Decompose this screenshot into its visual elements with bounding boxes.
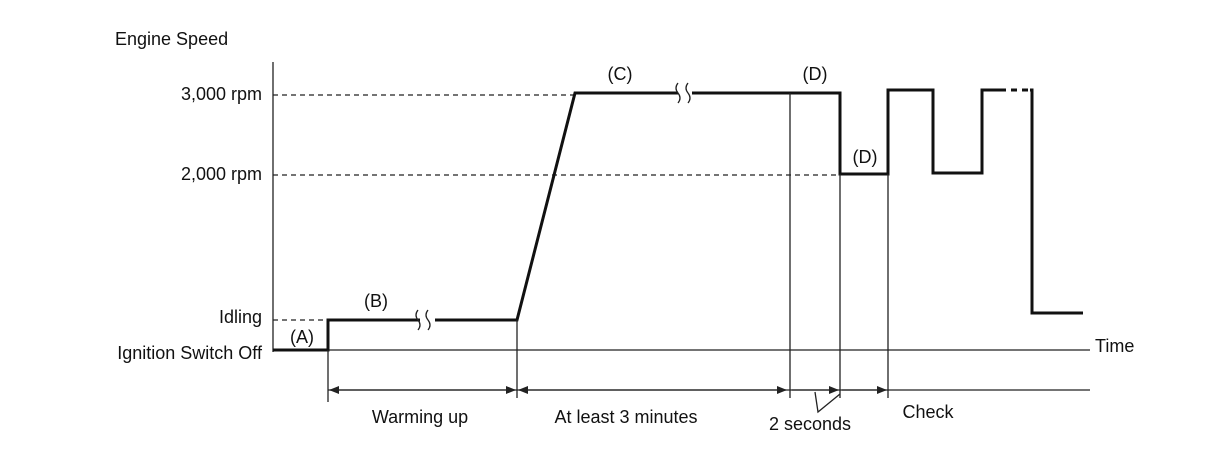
x-axis-label: Time <box>1095 336 1134 356</box>
phase-label: 2 seconds <box>769 414 851 434</box>
trace <box>692 88 1000 176</box>
level-label: Ignition Switch Off <box>117 343 263 363</box>
phase-label: Check <box>902 402 954 422</box>
leader <box>814 391 841 414</box>
level-label: 3,000 rpm <box>181 84 262 104</box>
break-symbol <box>415 309 431 331</box>
point-label: (D) <box>853 147 878 167</box>
point-label: (C) <box>608 64 633 84</box>
phase-label: At least 3 minutes <box>554 407 697 427</box>
trace <box>273 318 420 352</box>
point-label: (B) <box>364 291 388 311</box>
y-axis-label: Engine Speed <box>115 29 228 49</box>
point-label: (A) <box>290 327 314 347</box>
trace <box>1030 88 1083 315</box>
trace <box>435 91 678 322</box>
level-label: 2,000 rpm <box>181 164 262 184</box>
point-label: (D) <box>803 64 828 84</box>
break-symbol <box>675 82 691 104</box>
level-label: Idling <box>219 307 262 327</box>
phase-label: Warming up <box>372 407 468 427</box>
